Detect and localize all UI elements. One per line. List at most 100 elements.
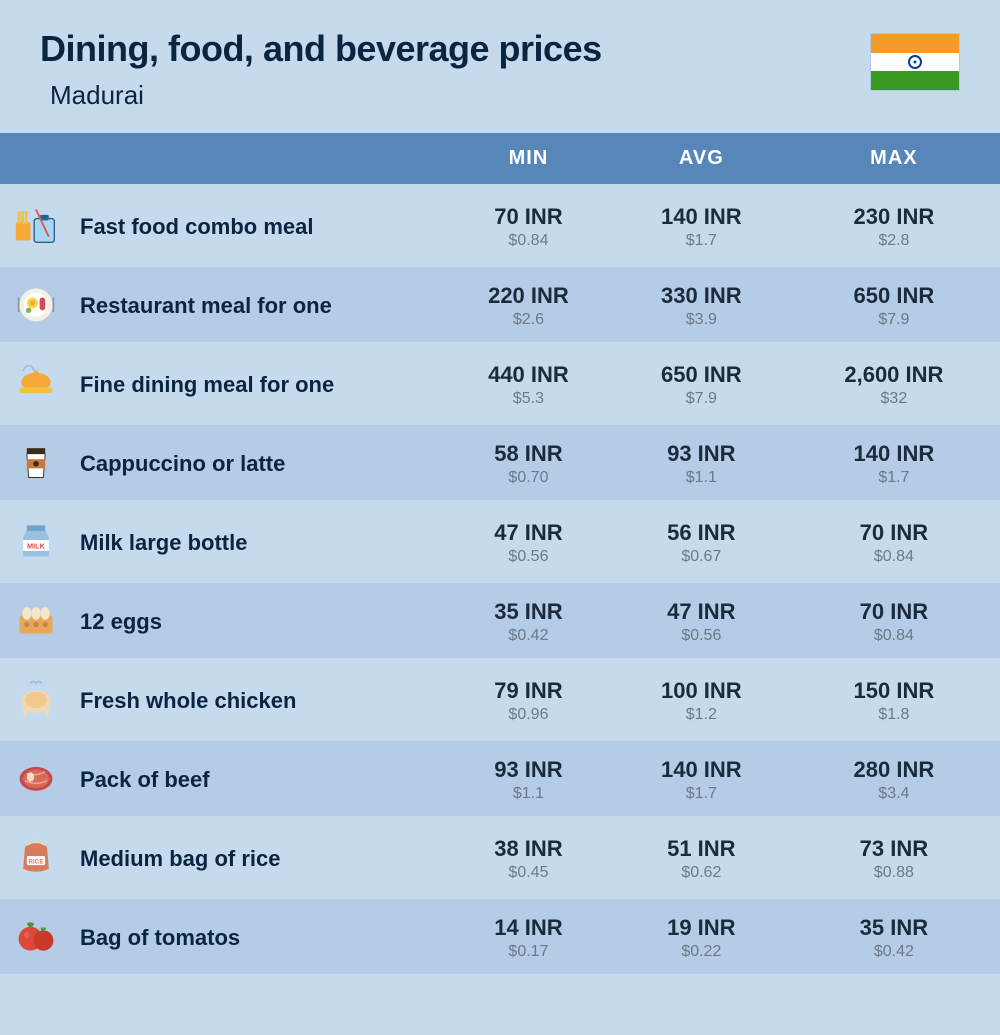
price-max: 35 INR $0.42 (788, 899, 1000, 974)
item-name: Fresh whole chicken (72, 662, 442, 737)
table-row: Fast food combo meal70 INR$0.84140 INR$1… (0, 188, 1000, 263)
price-usd: $0.84 (788, 627, 1000, 645)
col-icon (0, 133, 72, 184)
price-avg: 100 INR $1.2 (615, 662, 788, 737)
price-inr: 230 INR (788, 204, 1000, 230)
page-subtitle: Madurai (50, 80, 870, 111)
price-usd: $1.8 (788, 706, 1000, 724)
price-max: 230 INR $2.8 (788, 188, 1000, 263)
price-usd: $3.9 (615, 311, 788, 329)
table-row: Bag of tomatos14 INR$0.1719 INR$0.2235 I… (0, 899, 1000, 974)
price-inr: 47 INR (615, 599, 788, 625)
price-inr: 330 INR (615, 283, 788, 309)
price-min: 79 INR$0.96 (442, 662, 615, 737)
price-min: 14 INR$0.17 (442, 899, 615, 974)
price-usd: $0.56 (615, 627, 788, 645)
price-inr: 140 INR (615, 757, 788, 783)
price-avg: 140 INR $1.7 (615, 188, 788, 263)
price-max: 140 INR $1.7 (788, 425, 1000, 500)
price-usd: $32 (788, 390, 1000, 408)
price-usd: $0.62 (615, 864, 788, 882)
price-inr: 35 INR (788, 915, 1000, 941)
price-inr: 100 INR (615, 678, 788, 704)
price-min: 93 INR$1.1 (442, 741, 615, 816)
col-min: MIN (442, 133, 615, 184)
chicken-icon (0, 662, 72, 737)
price-max: 650 INR$7.9 (788, 267, 1000, 342)
price-avg: 19 INR$0.22 (615, 899, 788, 974)
price-usd: $0.96 (442, 706, 615, 724)
price-inr: 650 INR (615, 362, 788, 388)
price-usd: $1.7 (615, 785, 788, 803)
price-usd: $7.9 (615, 390, 788, 408)
price-usd: $3.4 (788, 785, 1000, 803)
price-usd: $0.70 (442, 469, 615, 487)
rice-icon: RICE (0, 820, 72, 895)
price-usd: $2.8 (788, 232, 1000, 250)
price-usd: $0.42 (788, 943, 1000, 961)
price-table: MIN AVG MAX Fast food combo meal70 INR$0… (0, 129, 1000, 978)
tomato-icon (0, 899, 72, 974)
price-usd: $1.7 (615, 232, 788, 250)
item-name: Pack of beef (72, 741, 442, 816)
price-inr: 73 INR (788, 836, 1000, 862)
item-name: Bag of tomatos (72, 899, 442, 974)
fast-food-icon (0, 188, 72, 263)
milk-icon: MILK (0, 504, 72, 579)
price-avg: 140 INR $1.7 (615, 741, 788, 816)
price-inr: 19 INR (615, 915, 788, 941)
price-inr: 150 INR (788, 678, 1000, 704)
price-inr: 2,600 INR (788, 362, 1000, 388)
table-row: Pack of beef93 INR$1.1140 INR $1.7280 INR… (0, 741, 1000, 816)
table-row: Fresh whole chicken79 INR$0.96100 INR$1.… (0, 662, 1000, 737)
item-name: Restaurant meal for one (72, 267, 442, 342)
price-inr: 38 INR (442, 836, 615, 862)
restaurant-meal-icon (0, 267, 72, 342)
price-inr: 220 INR (442, 283, 615, 309)
price-max: 280 INR$3.4 (788, 741, 1000, 816)
price-usd: $0.17 (442, 943, 615, 961)
price-usd: $1.7 (788, 469, 1000, 487)
price-min: 47 INR $0.56 (442, 504, 615, 579)
price-max: 150 INR $1.8 (788, 662, 1000, 737)
table-row: Restaurant meal for one220 INR $2.6330 IN… (0, 267, 1000, 342)
price-inr: 70 INR (442, 204, 615, 230)
price-inr: 51 INR (615, 836, 788, 862)
price-usd: $0.42 (442, 627, 615, 645)
price-min: 35 INR$0.42 (442, 583, 615, 658)
table-row: 12 eggs35 INR$0.4247 INR $0.5670 INR$0.84 (0, 583, 1000, 658)
price-usd: $2.6 (442, 311, 615, 329)
table-row: MILKMilk large bottle47 INR$0.5656 INR$0… (0, 504, 1000, 579)
price-inr: 47 INR (442, 520, 615, 546)
item-name: Fine dining meal for one (72, 346, 442, 421)
item-name: Cappuccino or latte (72, 425, 442, 500)
price-inr: 56 INR (615, 520, 788, 546)
col-name (72, 133, 442, 184)
price-usd: $0.56 (442, 548, 615, 566)
price-inr: 440 INR (442, 362, 615, 388)
item-name: Fast food combo meal (72, 188, 442, 263)
price-min: 440 INR$5.3 (442, 346, 615, 421)
col-max: MAX (788, 133, 1000, 184)
price-usd: $0.67 (615, 548, 788, 566)
price-avg: 330 INR $3.9 (615, 267, 788, 342)
price-inr: 650 INR (788, 283, 1000, 309)
price-inr: 140 INR (615, 204, 788, 230)
price-max: 73 INR$0.88 (788, 820, 1000, 895)
price-avg: 56 INR $0.67 (615, 504, 788, 579)
price-min: 58 INR $0.70 (442, 425, 615, 500)
eggs-icon (0, 583, 72, 658)
price-inr: 140 INR (788, 441, 1000, 467)
col-avg: AVG (615, 133, 788, 184)
table-row: Cappuccino or latte58 INR $0.7093 INR$1.1… (0, 425, 1000, 500)
price-inr: 70 INR (788, 520, 1000, 546)
beef-icon (0, 741, 72, 816)
item-name: 12 eggs (72, 583, 442, 658)
price-avg: 93 INR$1.1 (615, 425, 788, 500)
price-inr: 58 INR (442, 441, 615, 467)
price-usd: $1.2 (615, 706, 788, 724)
price-inr: 93 INR (615, 441, 788, 467)
price-max: 70 INR$0.84 (788, 583, 1000, 658)
coffee-icon (0, 425, 72, 500)
price-table-container: Dining, food, and beverage prices Madura… (0, 0, 1000, 978)
